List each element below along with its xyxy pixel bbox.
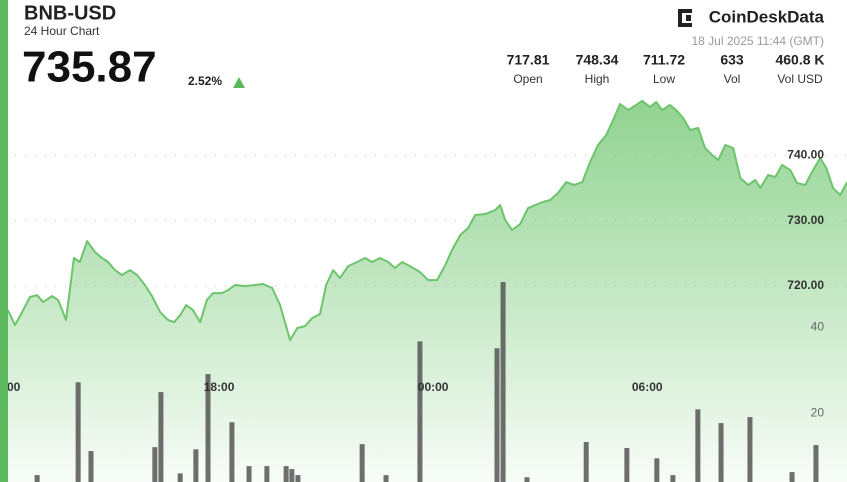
volume-bar — [289, 469, 295, 482]
volume-bar — [264, 466, 270, 482]
volume-bar — [246, 466, 252, 482]
stat-value: 460.8 K — [775, 52, 824, 68]
volume-bar — [654, 458, 660, 482]
volume-bar — [494, 348, 500, 482]
volume-bar — [177, 473, 183, 482]
x-tick-label: 18:00 — [204, 380, 235, 394]
volume-bar — [813, 445, 819, 482]
volume-bar — [789, 472, 795, 482]
stats: 717.81 Open 748.34 High 711.72 Low 633 Vol 460.8… — [507, 52, 825, 86]
volume-bar — [283, 466, 289, 482]
x-tick-label: 06:00 — [632, 380, 663, 394]
y2-tick-label: 40 — [811, 319, 825, 333]
y-tick-label: 720.00 — [787, 278, 824, 292]
price-area — [8, 100, 847, 482]
x-tick-label: 12:00 — [0, 380, 21, 394]
stat-value: 748.34 — [576, 52, 619, 68]
y2-tick-label: 20 — [811, 405, 825, 419]
x-tick-label: 00:00 — [418, 380, 449, 394]
brand: CoinDeskData — [709, 7, 825, 26]
volume-bar — [670, 475, 676, 482]
chart-subtitle: 24 Hour Chart — [24, 24, 100, 38]
chart-title: BNB-USD — [24, 2, 116, 24]
last-price: 735.87 — [22, 43, 157, 92]
volume-bar — [152, 447, 158, 482]
volume-bar — [383, 475, 389, 482]
brand-logo — [678, 9, 692, 27]
volume-bar — [34, 475, 40, 482]
stat-label: Open — [513, 72, 542, 86]
volume-bar — [624, 448, 630, 482]
plot-area: 720.00 730.00 740.00 20 40 12:00 18:00 00:00 06:… — [0, 99, 847, 482]
accent-bar — [0, 0, 8, 482]
volume-bar — [747, 417, 753, 482]
up-arrow — [233, 77, 245, 88]
volume-bar — [75, 382, 81, 482]
volume-bar — [583, 442, 589, 482]
volume-bar — [417, 341, 423, 482]
price-line — [8, 99, 847, 342]
stat-value: 717.81 — [507, 52, 550, 68]
volume-bar — [359, 444, 365, 482]
stat-label: Low — [653, 72, 675, 86]
volume-bar — [158, 392, 164, 482]
volume-bar — [295, 475, 301, 482]
stat-value: 633 — [720, 52, 744, 68]
volume-bar — [695, 409, 701, 482]
volume-bar — [229, 422, 235, 482]
y-tick-label: 740.00 — [787, 148, 824, 162]
volume-bar — [718, 423, 724, 482]
volume-bar — [524, 477, 530, 482]
y-tick-label: 730.00 — [787, 213, 824, 227]
volume-bar — [500, 282, 506, 482]
stat-label: Vol — [724, 72, 741, 86]
stat-label: Vol USD — [777, 72, 823, 86]
stat-value: 711.72 — [643, 52, 685, 68]
stat-label: High — [585, 72, 610, 86]
volume-bar — [205, 374, 211, 482]
timestamp: 18 Jul 2025 11:44 (GMT) — [691, 34, 824, 48]
change: 2.52% — [188, 74, 222, 88]
volume-bar — [193, 449, 199, 482]
volume-bar — [88, 451, 94, 482]
